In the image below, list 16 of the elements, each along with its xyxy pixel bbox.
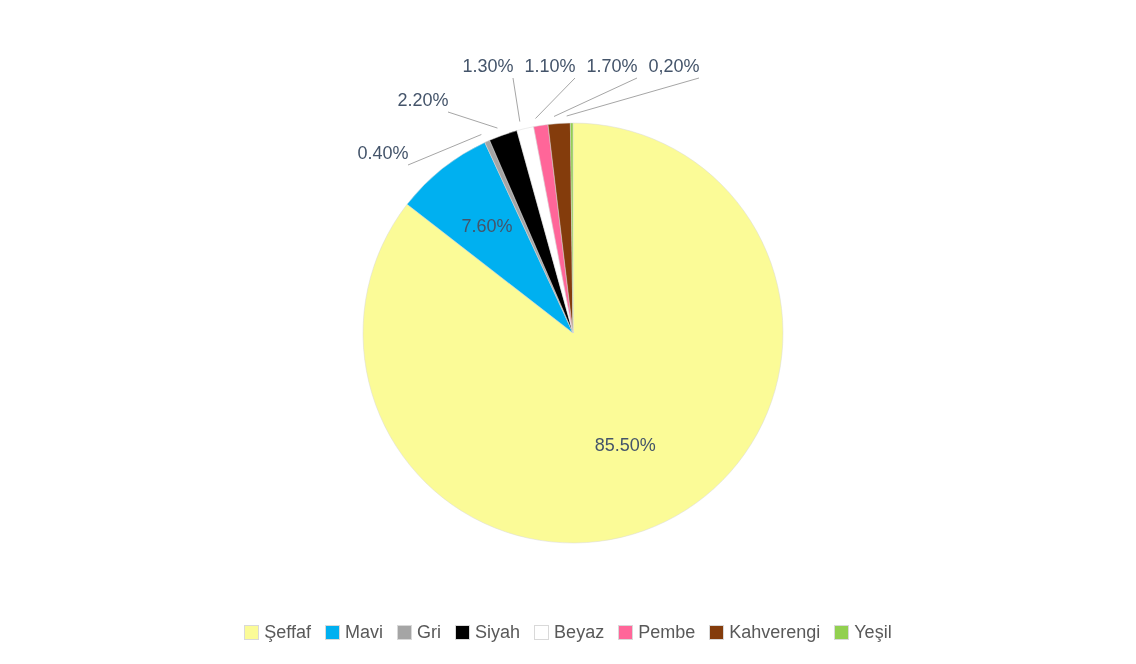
data-label: 2.20% [397,90,449,110]
legend-label: Siyah [475,622,521,643]
legend-label: Beyaz [554,622,605,643]
legend-label: Pembe [638,622,696,643]
legend-label: Kahverengi [729,622,821,643]
legend-label: Mavi [345,622,384,643]
legend-label: Yeşil [854,622,892,643]
legend-label: Gri [417,622,442,643]
legend-label: Şeffaf [264,622,312,643]
data-label: 1.10% [524,56,576,76]
data-label: 85.50% [594,434,656,455]
data-label: 0,20% [648,56,700,76]
data-label: 1.70% [586,56,638,76]
data-label: 1.30% [462,56,514,76]
data-label: 7.60% [461,216,513,237]
data-label: 0.40% [357,143,409,163]
